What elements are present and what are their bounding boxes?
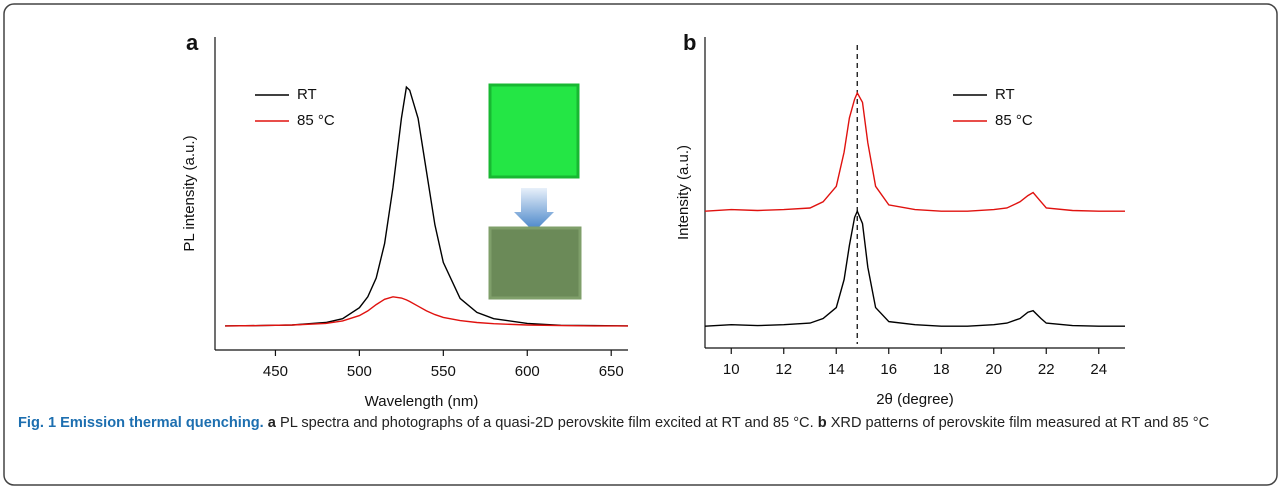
series-line [225, 85, 629, 327]
x-tick-label: 20 [985, 361, 1002, 378]
x-axis-title: 2θ (degree) [876, 391, 954, 408]
caption-a: a [267, 415, 276, 431]
caption-b: b [817, 415, 827, 431]
x-tick-label: 10 [723, 361, 740, 378]
arrow [514, 188, 554, 232]
x-axis-title: Wavelength (nm) [365, 393, 479, 410]
x-tick-label: 22 [1038, 361, 1055, 378]
caption-a-text: PL spectra and photographs of a quasi-2D… [279, 415, 814, 431]
x-tick-label: 650 [599, 363, 624, 380]
y-axis-title: Intensity (a.u.) [675, 145, 692, 240]
x-tick-label: 550 [431, 363, 456, 380]
x-tick-label: 24 [1090, 361, 1107, 378]
x-tick-label: 500 [347, 363, 372, 380]
x-tick-label: 450 [263, 363, 288, 380]
legend-label: 85 °C [297, 112, 335, 129]
x-tick-label: 18 [933, 361, 950, 378]
legend-label: 85 °C [995, 112, 1033, 129]
series-line [704, 91, 1125, 212]
series-line [704, 209, 1125, 327]
legend-label: RT [995, 86, 1015, 103]
caption: Fig. 1 Emission thermal quenching. a PL … [18, 412, 1262, 434]
panel-label: b [683, 30, 696, 55]
caption-title: Emission thermal quenching. [60, 415, 264, 431]
x-tick-label: 16 [880, 361, 897, 378]
legend-label: RT [297, 86, 317, 103]
photo-rt [488, 83, 580, 179]
x-tick-label: 14 [828, 361, 845, 378]
photo-85c [488, 226, 582, 300]
panel-label: a [186, 30, 199, 55]
caption-b-text: XRD patterns of perovskite film measured… [830, 415, 1210, 431]
x-tick-label: 600 [515, 363, 540, 380]
series-line [225, 296, 628, 327]
x-tick-label: 12 [775, 361, 792, 378]
frame [3, 3, 1278, 486]
y-axis-title: PL intensity (a.u.) [181, 135, 198, 251]
caption-label: Fig. 1 [18, 415, 57, 431]
